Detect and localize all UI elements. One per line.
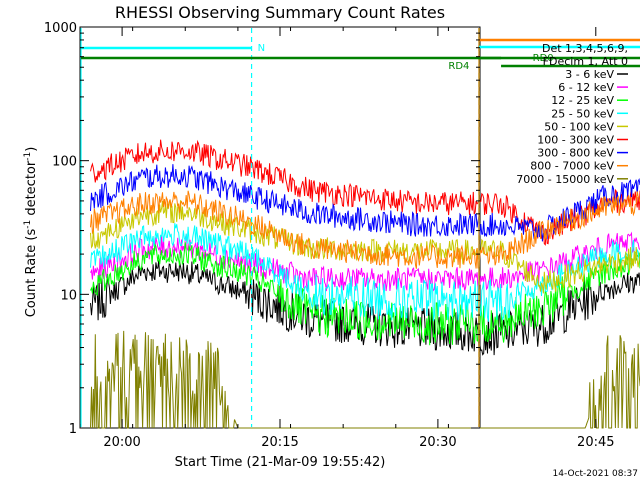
y-tick-label-3: 1000 [44,21,77,36]
legend-label-1: 6 - 12 keV [558,81,614,94]
x-tick-label-3: 20:45 [577,435,614,450]
series-line-5 [90,139,640,246]
y-axis-label: Count Rate (s-1 detector-1) [23,147,39,318]
x-tick-label-0: 20:00 [103,435,140,450]
x-tick-label-2: 20:30 [419,435,456,450]
legend-label-2: 12 - 25 keV [551,94,614,107]
legend-header-2: FDecim 1, Att 0 [543,55,628,68]
timestamp: 14-Oct-2021 08:37 [553,469,638,479]
x-tick-label-1: 20:15 [261,435,298,450]
legend-label-3: 25 - 50 keV [551,107,614,120]
y-tick-label-2: 100 [52,155,77,170]
label-n: N [258,43,265,54]
series-line-3 [90,223,640,322]
series-line-2 [90,242,640,346]
legend-label-0: 3 - 6 keV [565,68,614,81]
y-tick-label-1: 10 [60,288,77,303]
chart-title: RHESSI Observing Summary Count Rates [115,3,445,22]
series-line-7 [90,190,640,269]
series-line-0 [90,260,640,356]
series-line-4 [90,199,640,294]
x-axis-label: Start Time (21-Mar-09 19:55:42) [175,455,386,470]
legend-label-7: 800 - 7000 keV [530,160,614,173]
legend-label-4: 50 - 100 keV [544,120,614,133]
plot-area: NRD0RD4S110100100020:0020:1520:3020:4521… [44,21,640,450]
label-rd4: RD4 [448,61,469,72]
series-line-8 [90,330,640,429]
legend-label-8: 7000 - 15000 keV [516,173,614,186]
legend-label-5: 100 - 300 keV [537,134,614,147]
legend-label-6: 300 - 800 keV [537,147,614,160]
legend: Det 1,3,4,5,6,9,FDecim 1, Att 03 - 6 keV… [516,42,628,186]
legend-header-1: Det 1,3,4,5,6,9, [542,42,628,55]
label-rd0: RD0 [533,53,554,64]
y-tick-label-0: 1 [69,422,77,437]
